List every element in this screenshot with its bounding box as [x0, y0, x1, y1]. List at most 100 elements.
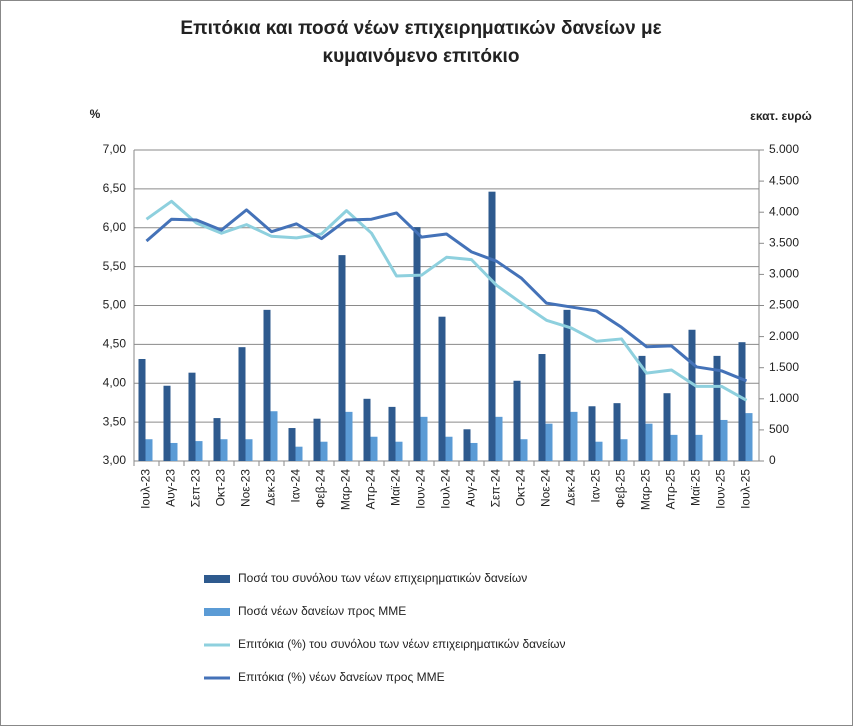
- chart-title: Επιτόκια και ποσά νέων επιχειρηματικών δ…: [180, 18, 662, 67]
- y2-tick-label: 4.500: [769, 173, 799, 187]
- x-tick-label: Ιαν-25: [589, 469, 603, 503]
- x-tick-label: Ιουλ-23: [139, 469, 153, 509]
- x-tick-label: Ιουλ-25: [739, 469, 753, 509]
- legend-label: Ποσά νέων δανείων προς ΜΜΕ: [238, 604, 406, 618]
- x-tick-label: Φεβ-25: [614, 469, 628, 508]
- bar: [738, 342, 746, 461]
- bar: [695, 434, 703, 461]
- bar: [170, 442, 178, 461]
- legend-label: Ποσά του συνόλου των νέων επιχειρηματικώ…: [238, 571, 527, 585]
- y2-tick-label: 3.000: [769, 267, 799, 281]
- x-tick-label: Οκτ-24: [514, 469, 528, 507]
- bar: [670, 434, 678, 461]
- bar: [495, 416, 503, 461]
- y2-axis-label: εκατ. ευρώ: [750, 109, 812, 123]
- bar: [463, 429, 471, 461]
- line-series: [145, 199, 748, 402]
- bar: [638, 355, 646, 461]
- line-series: [145, 208, 748, 383]
- bar: [620, 439, 628, 461]
- y-tick-label: 4,00: [103, 375, 127, 389]
- bar: [395, 441, 403, 461]
- bar: [288, 428, 296, 461]
- bar: [320, 441, 328, 461]
- x-tick-label: Μαρ-24: [339, 469, 353, 510]
- bar: [570, 411, 578, 461]
- y2-tick-label: 1.000: [769, 391, 799, 405]
- bar: [488, 191, 496, 461]
- y2-tick-label: 3.500: [769, 235, 799, 249]
- y-tick-label: 4,50: [103, 337, 127, 351]
- x-tick-label: Αυγ-24: [464, 469, 478, 507]
- x-tick-label: Νοε-23: [239, 469, 253, 507]
- x-tick-label: Μαϊ-24: [389, 469, 403, 506]
- bar: [688, 329, 696, 461]
- bar: [563, 309, 571, 461]
- bar: [520, 439, 528, 461]
- x-tick-label: Σεπ-23: [189, 469, 203, 508]
- bar: [370, 436, 378, 461]
- y-tick-label: 5,00: [103, 298, 127, 312]
- y2-tick-label: 0: [769, 453, 776, 467]
- x-tick-label: Μαϊ-25: [689, 469, 703, 506]
- bar: [720, 419, 728, 461]
- y-tick-label: 7,00: [103, 142, 127, 156]
- bar: [663, 393, 671, 461]
- x-tick-label: Ιουν-24: [414, 469, 428, 509]
- y2-tick-label: 1.500: [769, 360, 799, 374]
- bar: [588, 406, 596, 461]
- y-axis-label: %: [90, 107, 101, 121]
- x-tick-label: Απρ-24: [364, 469, 378, 510]
- legend-swatch: [204, 608, 230, 616]
- bar: [345, 411, 353, 461]
- y2-tick-label: 2.500: [769, 298, 799, 312]
- bar: [445, 436, 453, 461]
- bar: [420, 416, 428, 461]
- y2-tick-label: 4.000: [769, 204, 799, 218]
- y-tick-label: 3,50: [103, 414, 127, 428]
- bar: [313, 418, 321, 461]
- y2-tick-label: 2.000: [769, 329, 799, 343]
- bar: [545, 423, 553, 461]
- bar: [245, 439, 253, 461]
- bar: [145, 439, 153, 461]
- bar: [745, 413, 753, 461]
- bar: [220, 439, 228, 461]
- bar: [363, 398, 371, 461]
- x-tick-label: Δεκ-23: [264, 469, 278, 506]
- x-tick-label: Ιαν-24: [289, 469, 303, 503]
- bar: [263, 309, 271, 461]
- bar: [438, 316, 446, 461]
- x-tick-label: Νοε-24: [539, 469, 553, 507]
- x-tick-label: Μαρ-25: [639, 469, 653, 510]
- bar: [538, 354, 546, 461]
- x-tick-label: Ιουν-25: [714, 469, 728, 509]
- bar: [238, 347, 246, 461]
- x-tick-label: Ιουλ-24: [439, 469, 453, 509]
- bar: [195, 441, 203, 461]
- bar: [595, 441, 603, 461]
- legend-swatch: [204, 575, 230, 583]
- bar: [338, 255, 346, 461]
- y-tick-label: 5,50: [103, 259, 127, 273]
- bar: [270, 411, 278, 461]
- bar: [295, 446, 303, 461]
- bar: [213, 418, 221, 461]
- y-tick-label: 3,00: [103, 453, 127, 467]
- x-tick-label: Φεβ-24: [314, 469, 328, 508]
- legend-label: Επιτόκια (%) του συνόλου των νέων επιχει…: [238, 637, 566, 651]
- bar: [413, 227, 421, 461]
- x-tick-label: Σεπ-24: [489, 469, 503, 508]
- x-tick-label: Οκτ-23: [214, 469, 228, 507]
- x-tick-label: Δεκ-24: [564, 469, 578, 506]
- y2-tick-label: 500: [769, 422, 789, 436]
- legend-label: Επιτόκια (%) νέων δανείων προς ΜΜΕ: [238, 670, 445, 684]
- bar: [470, 442, 478, 461]
- bar: [713, 355, 721, 461]
- bar: [138, 358, 146, 461]
- x-tick-label: Απρ-25: [664, 469, 678, 510]
- y2-tick-label: 5.000: [769, 142, 799, 156]
- bar: [163, 385, 171, 461]
